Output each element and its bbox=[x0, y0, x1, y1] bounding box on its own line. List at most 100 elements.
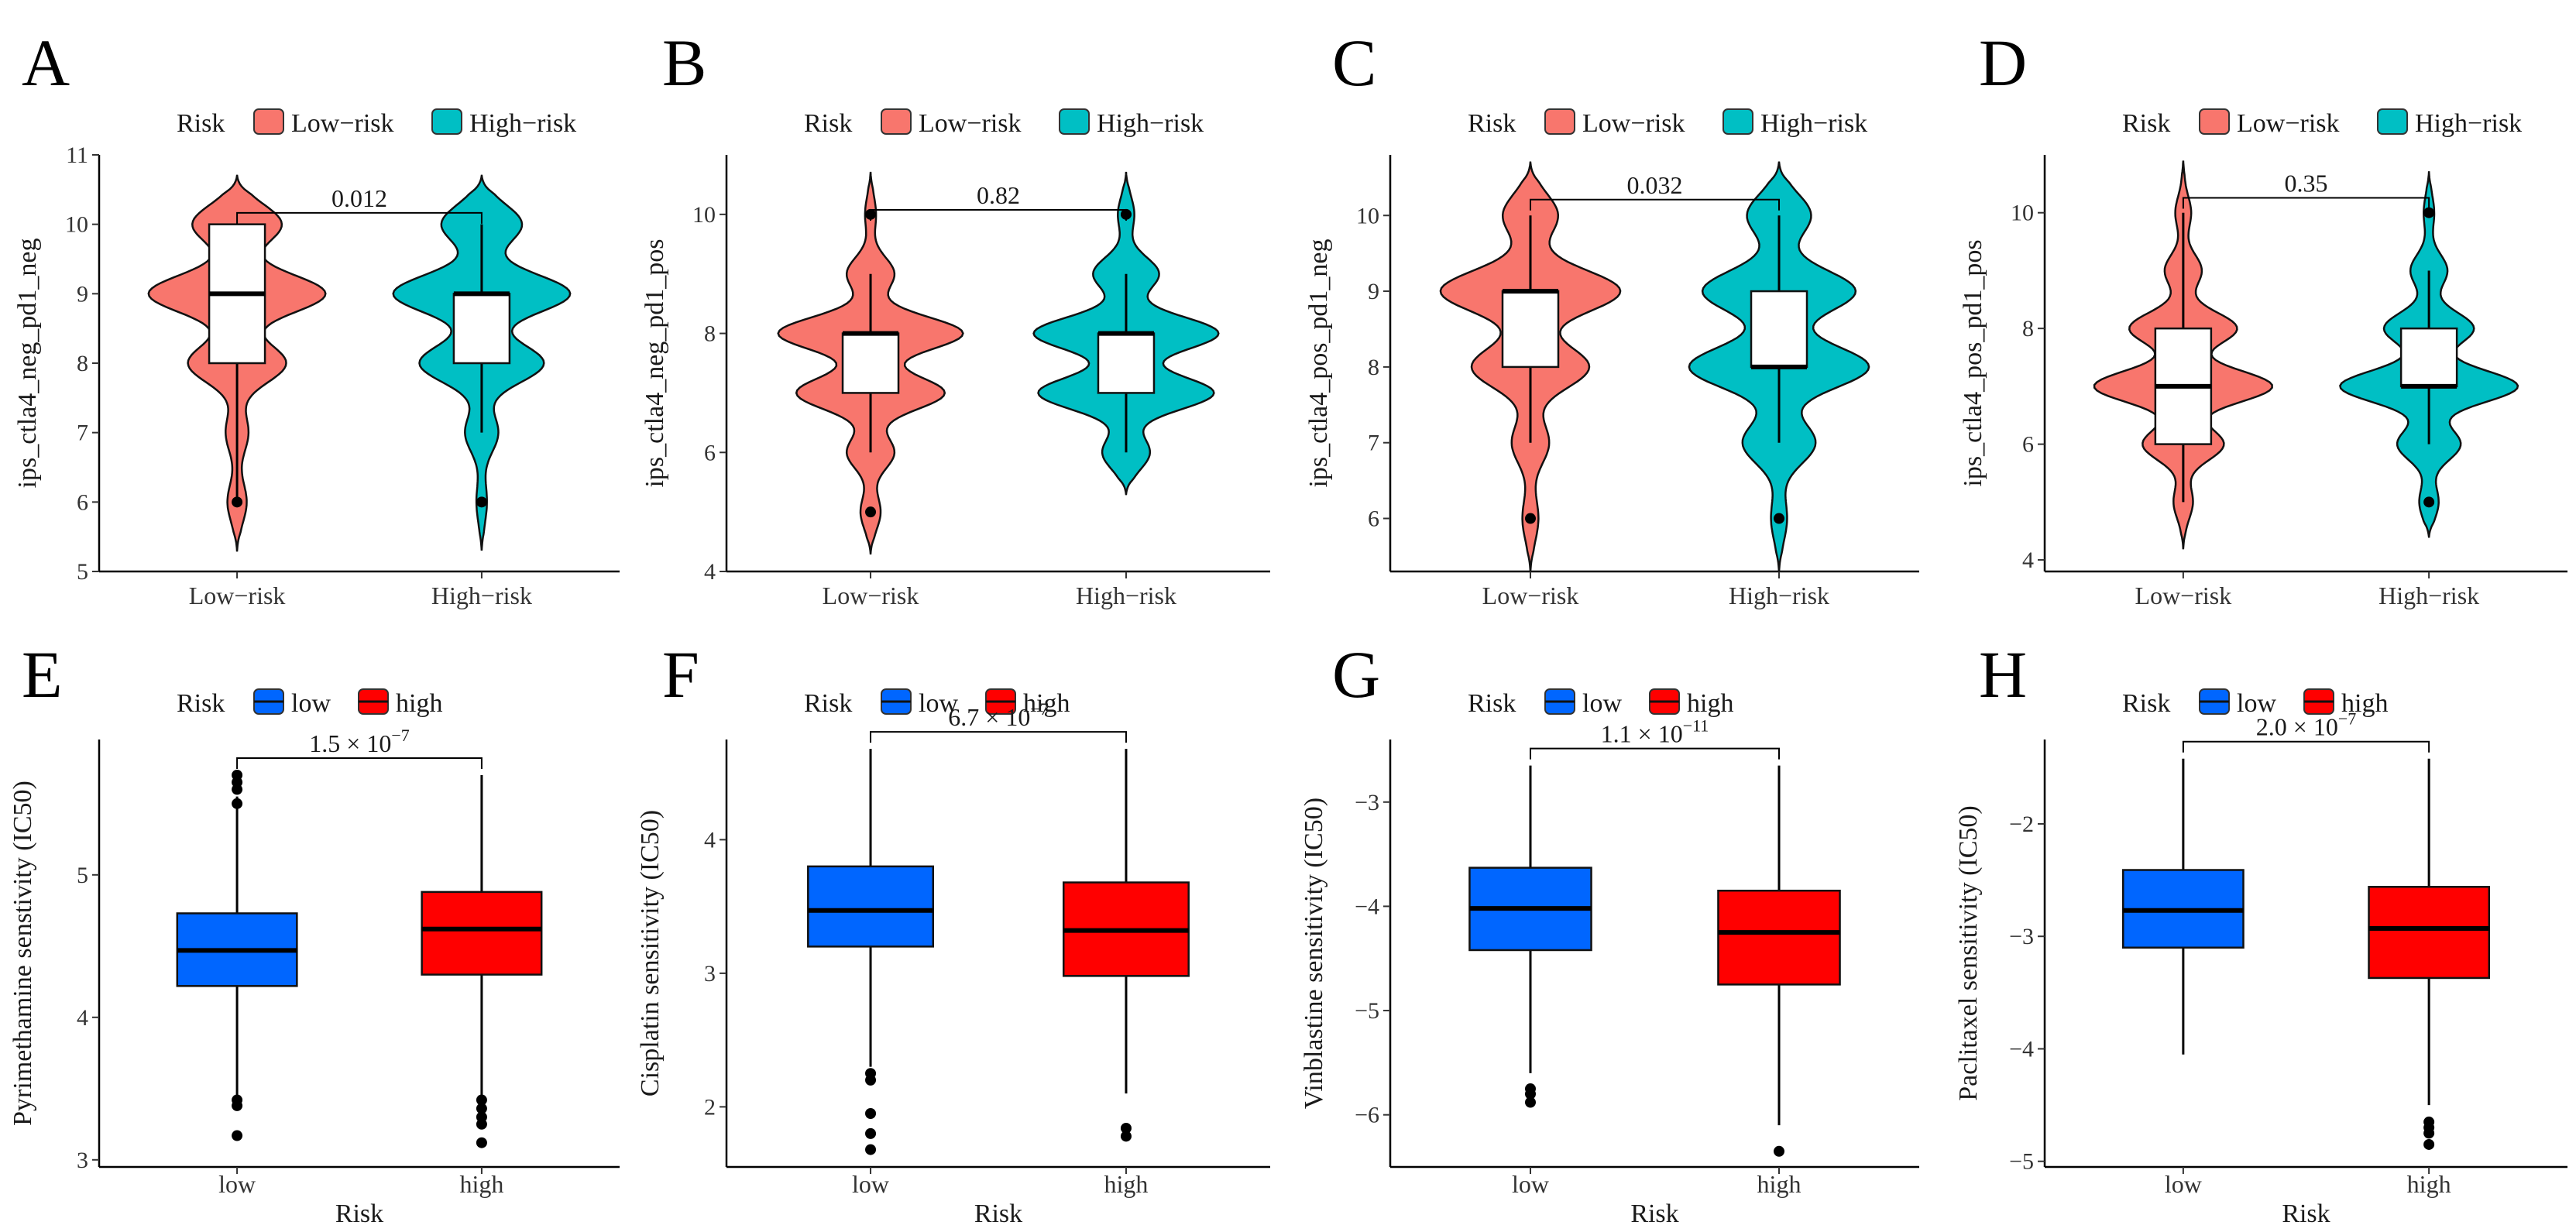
series-high bbox=[392, 174, 572, 551]
legend-entry-label: low bbox=[919, 689, 958, 718]
box-iqr bbox=[841, 332, 900, 394]
bracket-line bbox=[1529, 747, 1780, 760]
significance-bracket: 0.35 bbox=[2182, 169, 2430, 209]
series-low bbox=[1439, 161, 1622, 572]
x-tick-label: high bbox=[1104, 1170, 1149, 1198]
significance-bracket: 0.032 bbox=[1529, 171, 1780, 211]
outlier-point bbox=[476, 1118, 487, 1130]
panel-letter: E bbox=[22, 637, 63, 712]
y-axis-title: ips_ctla4_neg_pd1_pos bbox=[641, 239, 669, 487]
y-tick-label: −3 bbox=[1355, 790, 1379, 815]
legend: Risk Low−risk High−risk bbox=[2122, 108, 2522, 138]
legend: Risk Low−risk High−risk bbox=[1468, 108, 1867, 138]
bracket-line bbox=[1529, 198, 1780, 211]
x-tick-label: high bbox=[459, 1170, 503, 1198]
outlier-point bbox=[865, 1144, 877, 1155]
y-axis-title: ips_ctla4_pos_pd1_neg bbox=[1304, 239, 1333, 487]
outlier-point bbox=[232, 784, 243, 795]
legend: Risk low high bbox=[2122, 688, 2388, 718]
p-value-mantissa: 6.7 × 10 bbox=[948, 703, 1030, 731]
box-iqr bbox=[1750, 290, 1808, 369]
y-tick-label: −3 bbox=[2009, 924, 2034, 949]
outlier-point bbox=[1774, 1145, 1785, 1157]
legend-entry-label: Low−risk bbox=[1582, 109, 1685, 138]
legend-entry-label: High−risk bbox=[2415, 109, 2522, 138]
p-value: 6.7 × 10−7 bbox=[948, 699, 1048, 731]
significance-bracket: 1.5 × 10−7 bbox=[236, 726, 483, 769]
legend: Risk low high bbox=[1468, 688, 1733, 718]
panel-b: B Risk Low−risk High−risk 4 6 8 10 ips_ctla4_neg… bbox=[641, 26, 1270, 609]
y-tick-label: 10 bbox=[692, 202, 716, 228]
y-tick-label: 2 bbox=[704, 1094, 716, 1120]
legend-entry-label: high bbox=[396, 689, 442, 718]
outlier-point bbox=[476, 496, 487, 508]
series-high bbox=[421, 775, 543, 1148]
panel-c: C Risk Low−risk High−risk 6 7 8 9 10 ips_ctla4_po… bbox=[1304, 26, 1919, 609]
panel-letter: H bbox=[1979, 637, 2027, 712]
legend-entry-label: High−risk bbox=[469, 109, 576, 138]
legend: Risk Low−risk High−risk bbox=[177, 108, 576, 138]
p-value-mantissa: 0.35 bbox=[2285, 169, 2328, 197]
panel-a: A Risk Low−risk High−risk 5 6 7 8 9 10 11 ips_ctla4… bbox=[13, 26, 620, 609]
p-value: 1.5 × 10−7 bbox=[309, 726, 409, 757]
y-axis-title: Cisplatin sensitivity (IC50) bbox=[636, 810, 665, 1096]
legend-key-low bbox=[253, 108, 284, 135]
outlier-point bbox=[865, 1074, 877, 1086]
panel-letter: C bbox=[1332, 26, 1376, 100]
legend-entry-label: low bbox=[1582, 689, 1622, 718]
legend-entry-label: High−risk bbox=[1760, 109, 1867, 138]
significance-bracket: 1.1 × 10−11 bbox=[1529, 716, 1780, 760]
bracket-line bbox=[236, 211, 483, 224]
panel-d: D Risk Low−risk High−risk 4 6 8 10 ips_ctla4_pos… bbox=[1959, 26, 2567, 609]
p-value: 0.35 bbox=[2285, 169, 2328, 197]
bracket-line bbox=[870, 209, 1127, 221]
series-low bbox=[147, 174, 327, 552]
p-value-exponent: −11 bbox=[1683, 716, 1709, 736]
legend-key-high bbox=[2377, 108, 2408, 135]
y-tick-label: 8 bbox=[704, 321, 716, 347]
p-value-mantissa: 0.032 bbox=[1627, 171, 1683, 199]
y-tick-label: 5 bbox=[77, 863, 88, 888]
y-axis-title: ips_ctla4_pos_pd1_pos bbox=[1959, 239, 1987, 486]
significance-bracket: 6.7 × 10−7 bbox=[870, 699, 1127, 743]
outlier-point bbox=[2423, 1127, 2435, 1139]
y-tick-label: 10 bbox=[2011, 201, 2034, 226]
outlier-point bbox=[1774, 513, 1785, 524]
y-axis-title: Pyrimethamine senstivity (IC50) bbox=[9, 781, 37, 1126]
box-iqr bbox=[1501, 290, 1560, 369]
series-high bbox=[1062, 749, 1190, 1142]
p-value-mantissa: 0.82 bbox=[977, 181, 1020, 209]
box-iqr bbox=[1097, 332, 1156, 394]
significance-bracket: 0.82 bbox=[870, 181, 1127, 221]
box-iqr bbox=[1717, 889, 1841, 986]
p-value-mantissa: 0.012 bbox=[331, 184, 387, 212]
outlier-point bbox=[1120, 1122, 1132, 1134]
series-high bbox=[1688, 161, 1870, 572]
y-tick-label: 4 bbox=[704, 559, 716, 585]
x-tick-label: low bbox=[1512, 1170, 1549, 1198]
outlier-point bbox=[232, 1130, 243, 1141]
outlier-point bbox=[232, 496, 243, 508]
y-tick-label: 3 bbox=[704, 961, 716, 987]
legend-entry-label: low bbox=[291, 689, 331, 718]
legend-title: Risk bbox=[804, 109, 852, 138]
series-high bbox=[1032, 171, 1220, 496]
y-tick-label: 11 bbox=[66, 142, 88, 168]
p-value-exponent: −7 bbox=[391, 726, 409, 745]
y-tick-label: 10 bbox=[1356, 203, 1379, 228]
legend-key-low bbox=[2199, 108, 2230, 135]
series-low bbox=[2122, 758, 2245, 1055]
outlier-point bbox=[232, 798, 243, 809]
x-tick-label: Low−risk bbox=[823, 582, 919, 609]
outlier-point bbox=[476, 1103, 487, 1114]
box-iqr bbox=[421, 891, 543, 976]
x-tick-label: Low−risk bbox=[189, 582, 286, 609]
legend-entry-label: High−risk bbox=[1097, 109, 1204, 138]
y-tick-label: 8 bbox=[1368, 355, 1379, 380]
box-iqr bbox=[452, 293, 511, 365]
p-value-mantissa: 1.5 × 10 bbox=[309, 729, 391, 757]
y-axis-title: Paclitaxel sensitivity (IC50) bbox=[1954, 805, 1983, 1101]
legend-entry-label: high bbox=[1023, 689, 1070, 718]
panel-letter: A bbox=[22, 26, 70, 100]
